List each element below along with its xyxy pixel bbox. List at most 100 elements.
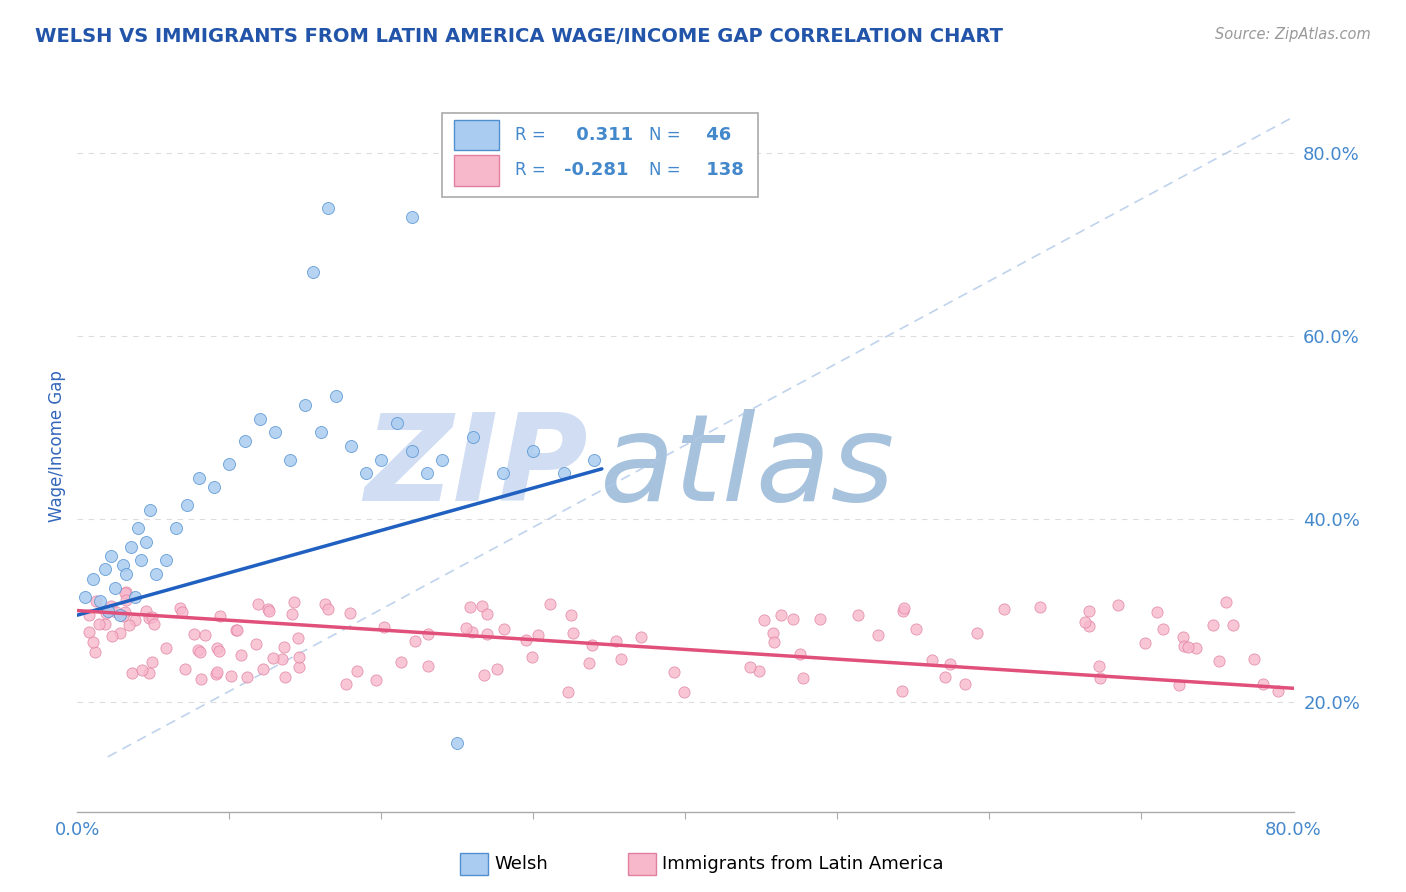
Point [97, 603, 120, 617]
Point [966, 625, 988, 640]
Point [79, 608, 101, 623]
Point [557, 685, 579, 699]
Y-axis label: Wage/Income Gap: Wage/Income Gap [48, 370, 66, 522]
Point [446, 736, 468, 750]
Point [104, 605, 127, 619]
Point [208, 644, 231, 658]
Point [219, 669, 242, 683]
Point [672, 685, 695, 699]
Point [100, 549, 122, 563]
Point [553, 467, 575, 481]
Point [89, 594, 111, 608]
Point [1107, 598, 1129, 612]
Point [1202, 618, 1225, 632]
Point [893, 601, 915, 615]
Point [124, 590, 146, 604]
Point [309, 425, 332, 440]
Point [155, 553, 177, 567]
Point [789, 647, 811, 661]
Point [135, 603, 157, 617]
Point [1253, 677, 1275, 691]
Point [187, 643, 209, 657]
Point [96, 606, 118, 620]
Point [249, 411, 271, 425]
Bar [460, 853, 488, 875]
Point [662, 665, 685, 680]
Point [155, 640, 177, 655]
Point [138, 611, 160, 625]
Point [740, 660, 762, 674]
Point [183, 626, 205, 640]
Point [416, 659, 439, 673]
Point [316, 202, 339, 216]
Point [934, 670, 956, 684]
Point [194, 628, 217, 642]
Point [1135, 636, 1157, 650]
Point [904, 622, 927, 636]
Point [953, 677, 976, 691]
FancyBboxPatch shape [454, 155, 499, 186]
Point [605, 633, 627, 648]
Point [120, 540, 142, 554]
Point [233, 434, 256, 449]
Point [354, 467, 377, 481]
Point [1088, 659, 1111, 673]
Point [891, 684, 914, 698]
Point [866, 628, 889, 642]
Point [792, 671, 814, 685]
Point [139, 503, 162, 517]
Point [79, 625, 101, 640]
Point [460, 600, 482, 615]
Point [131, 663, 153, 677]
Point [1171, 631, 1194, 645]
Point [472, 668, 495, 682]
Point [188, 645, 211, 659]
Point [461, 625, 484, 640]
Text: N =: N = [650, 161, 681, 179]
Point [583, 452, 606, 467]
Point [236, 670, 259, 684]
Point [754, 613, 776, 627]
Point [287, 660, 309, 674]
Point [1267, 683, 1289, 698]
Point [138, 665, 160, 680]
Point [370, 452, 392, 467]
Point [314, 598, 336, 612]
Point [346, 664, 368, 678]
Point [252, 662, 274, 676]
Point [578, 656, 600, 670]
Point [141, 610, 163, 624]
Point [416, 627, 439, 641]
Text: 46: 46 [700, 126, 731, 145]
Point [111, 608, 134, 623]
Point [318, 602, 340, 616]
Point [287, 650, 309, 665]
Point [170, 605, 193, 619]
Point [492, 622, 515, 636]
Point [169, 601, 191, 615]
Point [339, 606, 361, 620]
Point [118, 618, 141, 632]
Point [486, 662, 509, 676]
Point [111, 558, 134, 572]
Point [247, 597, 270, 611]
Point [262, 650, 284, 665]
Point [114, 593, 136, 607]
Point [515, 633, 537, 648]
Point [808, 612, 831, 626]
Point [84, 594, 107, 608]
Point [335, 676, 357, 690]
Point [273, 640, 295, 654]
Text: R =: R = [515, 161, 546, 179]
Point [229, 648, 252, 662]
Point [492, 467, 515, 481]
Point [82, 572, 104, 586]
Point [142, 616, 165, 631]
Point [294, 398, 316, 412]
Text: N =: N = [650, 126, 681, 145]
Point [101, 629, 124, 643]
Point [135, 535, 157, 549]
Point [762, 626, 785, 640]
Point [340, 439, 363, 453]
Point [1222, 617, 1244, 632]
